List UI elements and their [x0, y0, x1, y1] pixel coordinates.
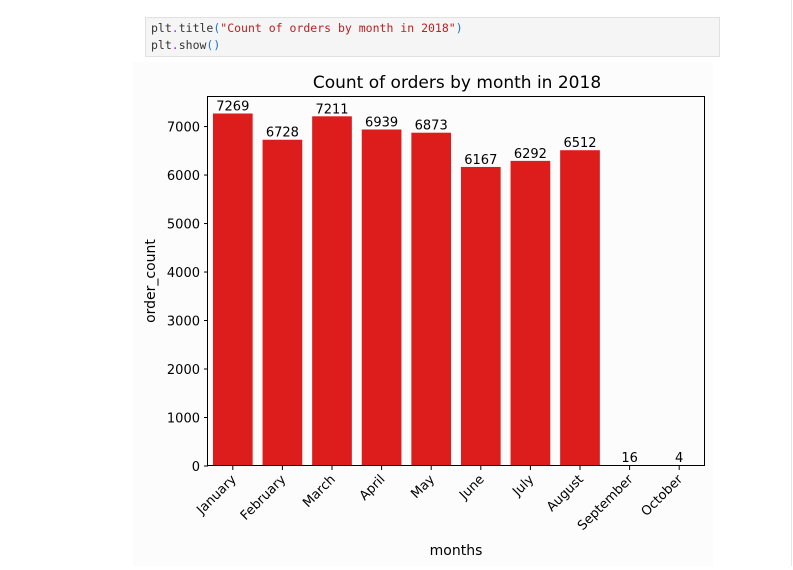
- y-tick-label: 5000: [167, 218, 200, 233]
- data-label-july: 6292: [514, 147, 547, 162]
- x-tick-label-february: February: [238, 472, 290, 524]
- y-tick-label: 3000: [167, 315, 200, 330]
- y-tick-label: 0: [192, 460, 200, 475]
- bar-august: [560, 150, 600, 466]
- code-token-plt: plt: [151, 21, 172, 35]
- data-label-may: 6873: [415, 119, 448, 134]
- data-label-september: 16: [621, 451, 638, 466]
- y-tick-label: 2000: [167, 363, 200, 378]
- y-axis-label: order_count: [143, 239, 159, 323]
- code-token-plt: plt: [151, 38, 172, 52]
- data-label-august: 6512: [563, 136, 596, 151]
- x-tick-label-january: January: [193, 472, 239, 518]
- bar-january: [212, 113, 253, 467]
- data-label-april: 6939: [365, 116, 398, 131]
- y-tick-label: 7000: [167, 121, 200, 136]
- code-token-string: "Count of orders by month in 2018": [220, 21, 456, 35]
- code-token-call-parens: (): [206, 38, 221, 52]
- data-label-october: 4: [675, 451, 683, 466]
- code-token-dot: .: [171, 38, 179, 52]
- bar-chart: Count of orders by month in 2018 7269 672…: [143, 73, 705, 559]
- code-cell[interactable]: plt.title("Count of orders by month in 2…: [145, 17, 720, 57]
- x-tick-label-march: March: [300, 472, 339, 511]
- code-token-paren-open: (: [213, 21, 221, 35]
- x-axis-label: months: [430, 543, 483, 559]
- code-token-paren-close: ): [455, 21, 463, 35]
- x-tick-label-august: August: [544, 472, 587, 515]
- bar-april: [361, 129, 402, 466]
- bar-june: [460, 166, 501, 467]
- x-tick-label-june: June: [456, 472, 487, 503]
- bar-february: [262, 139, 303, 467]
- x-tick-label-may: May: [408, 472, 438, 502]
- code-line-title: plt.title("Count of orders by month in 2…: [151, 21, 463, 35]
- plot-frame: [207, 96, 705, 466]
- code-token-dot: .: [171, 21, 179, 35]
- chart-output: Count of orders by month in 2018 7269 672…: [133, 62, 713, 566]
- x-tick-label-october: October: [639, 472, 687, 520]
- code-token-function: show: [178, 38, 207, 52]
- bars-layer: [212, 113, 700, 467]
- data-label-march: 7211: [315, 102, 348, 117]
- x-tick-label-april: April: [357, 472, 389, 504]
- data-label-february: 6728: [266, 126, 299, 141]
- data-labels-layer: 7269 6728 7211 6939 6873 6167 6292 6512 16 4: [216, 100, 683, 467]
- code-token-function: title: [178, 21, 214, 35]
- chart-title: Count of orders by month in 2018: [313, 73, 601, 93]
- notebook-scroll-edge: [791, 0, 792, 566]
- data-label-january: 7269: [216, 100, 249, 115]
- y-tick-label: 1000: [167, 412, 200, 427]
- data-label-june: 6167: [464, 153, 497, 168]
- bar-march: [312, 116, 352, 466]
- bar-july: [510, 160, 551, 466]
- code-line-show: plt.show(): [151, 38, 220, 52]
- y-tick-label: 4000: [167, 266, 200, 281]
- y-axis: 0 1000 2000 3000 4000 5000 6000 7000: [167, 121, 208, 475]
- x-tick-label-july: July: [509, 472, 537, 500]
- bar-may: [411, 132, 452, 466]
- y-tick-label: 6000: [167, 169, 200, 184]
